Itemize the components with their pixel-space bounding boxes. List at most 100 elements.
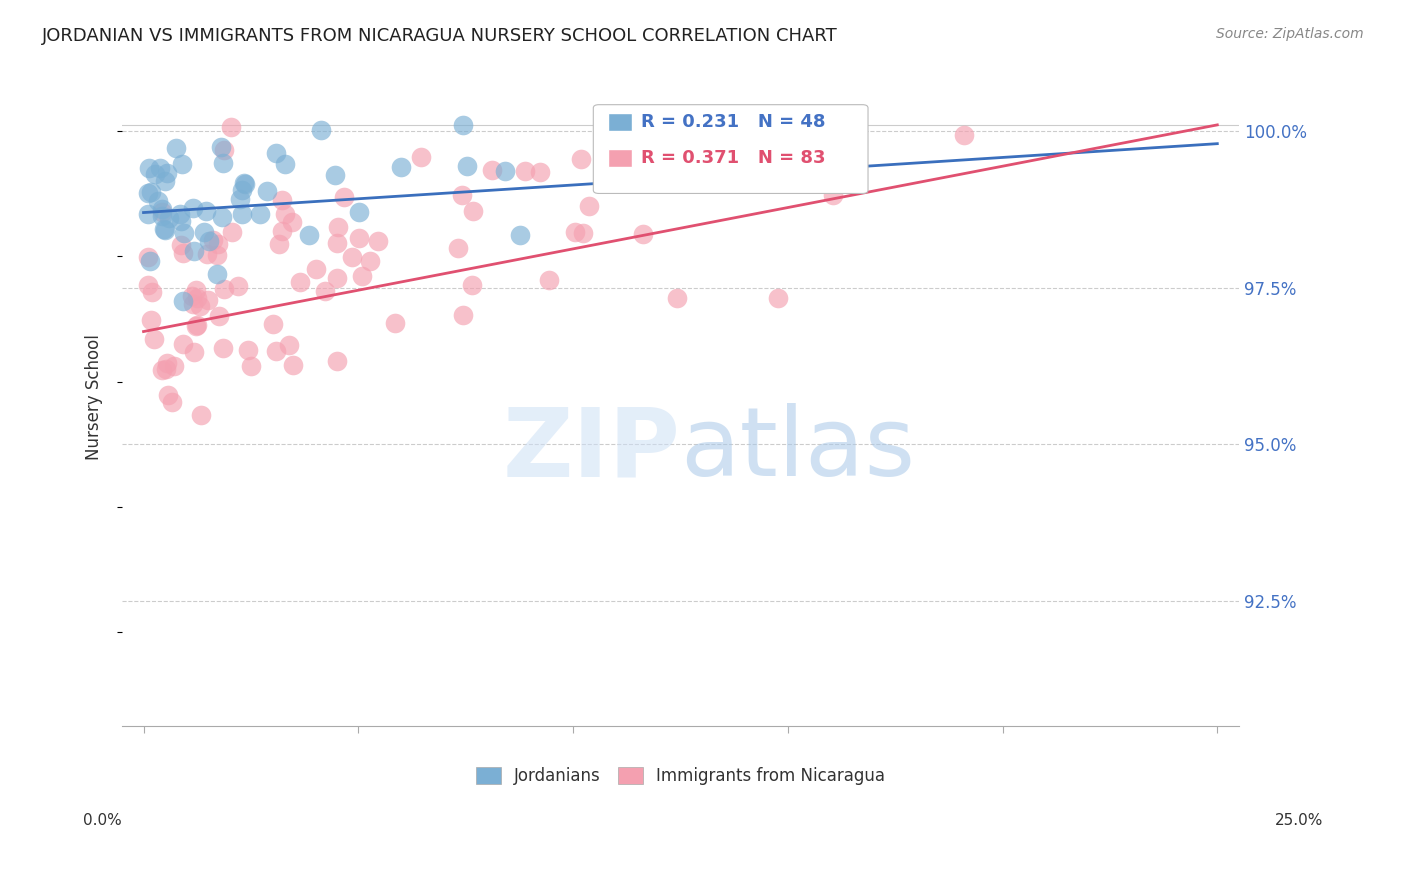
Text: 25.0%: 25.0% bbox=[1275, 814, 1323, 828]
Point bbox=[270, 224, 292, 238]
Point bbox=[953, 128, 976, 143]
Point bbox=[359, 254, 381, 268]
Point bbox=[221, 225, 243, 239]
Point bbox=[451, 118, 474, 132]
Point bbox=[188, 299, 211, 313]
Point bbox=[645, 141, 668, 155]
Point bbox=[447, 240, 470, 254]
Point bbox=[193, 225, 215, 239]
Point bbox=[666, 291, 689, 305]
Point bbox=[207, 248, 229, 262]
Point bbox=[593, 165, 616, 179]
Point bbox=[184, 283, 207, 297]
Point bbox=[190, 409, 212, 423]
Point bbox=[173, 226, 195, 240]
Point bbox=[226, 279, 249, 293]
Point bbox=[212, 282, 235, 296]
Point bbox=[172, 337, 194, 351]
Y-axis label: Nursery School: Nursery School bbox=[86, 334, 103, 460]
Point bbox=[494, 164, 516, 178]
Point bbox=[266, 344, 288, 359]
Text: atlas: atlas bbox=[681, 403, 915, 496]
Point bbox=[274, 207, 297, 221]
Point bbox=[340, 250, 363, 264]
Point bbox=[156, 355, 179, 369]
Point bbox=[211, 210, 233, 224]
Point bbox=[256, 184, 278, 198]
Point bbox=[309, 122, 332, 136]
Point bbox=[326, 354, 349, 368]
Point bbox=[513, 164, 536, 178]
Point bbox=[163, 359, 186, 373]
Point bbox=[201, 233, 224, 247]
Point bbox=[197, 293, 219, 307]
Point bbox=[169, 207, 191, 221]
Point bbox=[461, 204, 484, 219]
Point bbox=[212, 143, 235, 157]
Text: Source: ZipAtlas.com: Source: ZipAtlas.com bbox=[1216, 27, 1364, 41]
Point bbox=[564, 225, 586, 239]
Point bbox=[267, 237, 290, 252]
Point bbox=[314, 284, 336, 298]
Point bbox=[186, 318, 208, 333]
Point bbox=[146, 194, 169, 209]
Point bbox=[529, 165, 551, 179]
Point bbox=[367, 234, 389, 248]
Point bbox=[153, 222, 176, 236]
Point bbox=[451, 188, 474, 202]
Point bbox=[349, 204, 371, 219]
Bar bbox=[607, 112, 633, 131]
Point bbox=[233, 176, 256, 190]
Point bbox=[569, 152, 592, 166]
Point bbox=[633, 227, 655, 241]
Point bbox=[326, 235, 349, 250]
Point bbox=[231, 183, 253, 197]
Point bbox=[686, 161, 709, 175]
Point bbox=[194, 204, 217, 219]
Point bbox=[326, 219, 349, 234]
Point bbox=[157, 387, 180, 401]
Point bbox=[136, 207, 159, 221]
Point bbox=[152, 221, 174, 235]
Point bbox=[271, 193, 294, 207]
Point bbox=[509, 227, 531, 242]
Point bbox=[139, 254, 162, 268]
Point bbox=[249, 207, 271, 221]
Point bbox=[288, 276, 311, 290]
Point bbox=[236, 343, 259, 358]
Point bbox=[172, 246, 194, 260]
Point bbox=[240, 359, 263, 373]
Point bbox=[152, 205, 174, 219]
Point bbox=[155, 362, 177, 376]
Point bbox=[278, 338, 301, 352]
Text: R = 0.231   N = 48: R = 0.231 N = 48 bbox=[641, 112, 825, 131]
Point bbox=[352, 268, 374, 283]
Point bbox=[136, 278, 159, 293]
Point bbox=[181, 202, 204, 216]
Point bbox=[451, 308, 474, 322]
Text: JORDANIAN VS IMMIGRANTS FROM NICARAGUA NURSERY SCHOOL CORRELATION CHART: JORDANIAN VS IMMIGRANTS FROM NICARAGUA N… bbox=[42, 27, 838, 45]
Point bbox=[186, 291, 208, 305]
Point bbox=[149, 161, 172, 175]
Point bbox=[456, 159, 478, 173]
Bar bbox=[607, 149, 633, 167]
Point bbox=[333, 190, 356, 204]
Point bbox=[183, 344, 205, 359]
Point bbox=[141, 285, 163, 300]
Point bbox=[172, 293, 194, 308]
Point bbox=[305, 261, 328, 276]
Point bbox=[160, 395, 183, 409]
Point bbox=[181, 289, 204, 303]
Point bbox=[281, 215, 304, 229]
Point bbox=[139, 313, 162, 327]
Point bbox=[461, 278, 484, 293]
Point bbox=[169, 213, 191, 227]
Point bbox=[138, 161, 160, 175]
Text: ZIP: ZIP bbox=[502, 403, 681, 496]
Legend: Jordanians, Immigrants from Nicaragua: Jordanians, Immigrants from Nicaragua bbox=[468, 758, 893, 793]
Point bbox=[195, 247, 218, 261]
Point bbox=[409, 150, 432, 164]
Point bbox=[347, 231, 370, 245]
Point bbox=[150, 363, 173, 377]
Point bbox=[389, 160, 412, 174]
